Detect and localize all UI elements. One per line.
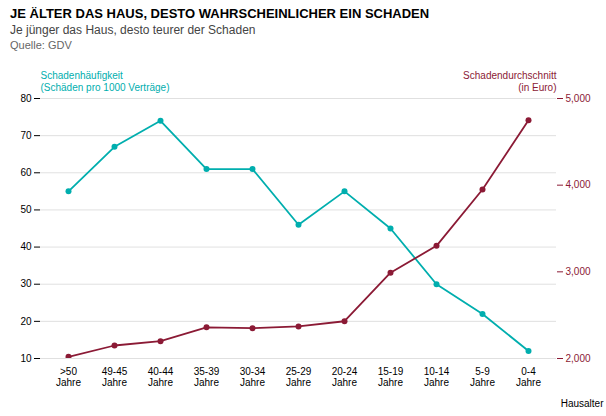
svg-text:40: 40 xyxy=(20,241,32,252)
svg-text:Hausalter: Hausalter xyxy=(561,398,604,409)
svg-text:10-14Jahre: 10-14Jahre xyxy=(424,366,450,388)
svg-text:5-9Jahre: 5-9Jahre xyxy=(470,366,495,388)
svg-text:3,000: 3,000 xyxy=(566,266,591,277)
svg-text:80: 80 xyxy=(20,93,32,104)
svg-text:25-29Jahre: 25-29Jahre xyxy=(286,366,312,388)
svg-text:10: 10 xyxy=(20,353,32,364)
html-text:JE ÄLTER DAS HAUS, DESTO WAHRS: JE ÄLTER DAS HAUS, DESTO WAHRSCHEINLICHE… xyxy=(10,6,430,21)
svg-text:15-19Jahre: 15-19Jahre xyxy=(378,366,404,388)
svg-text:49-45Jahre: 49-45Jahre xyxy=(102,366,128,388)
svg-text:Schadenhäufigkeit(Schäden pro: Schadenhäufigkeit(Schäden pro 1000 Vertr… xyxy=(41,70,170,93)
svg-text:Schadendurchschnitt(in Euro): Schadendurchschnitt(in Euro) xyxy=(463,70,557,93)
html-text:Je jünger das Haus, desto teur: Je jünger das Haus, desto teurer der Sch… xyxy=(10,23,256,37)
svg-text:20-24Jahre: 20-24Jahre xyxy=(332,366,358,388)
svg-text:30-34Jahre: 30-34Jahre xyxy=(240,366,266,388)
html-text:Quelle: GDV: Quelle: GDV xyxy=(10,39,72,51)
svg-text:60: 60 xyxy=(20,167,32,178)
svg-text:5,000: 5,000 xyxy=(566,93,591,104)
svg-text:20: 20 xyxy=(20,316,32,327)
svg-text:30: 30 xyxy=(20,278,32,289)
svg-text:4,000: 4,000 xyxy=(566,179,591,190)
svg-text:70: 70 xyxy=(20,130,32,141)
svg-text:40-44Jahre: 40-44Jahre xyxy=(148,366,174,388)
svg-text:0-4Jahre: 0-4Jahre xyxy=(516,366,541,388)
svg-text:>50Jahre: >50Jahre xyxy=(56,366,81,388)
svg-text:2,000: 2,000 xyxy=(566,353,591,364)
svg-text:35-39Jahre: 35-39Jahre xyxy=(194,366,220,388)
svg-text:50: 50 xyxy=(20,204,32,215)
